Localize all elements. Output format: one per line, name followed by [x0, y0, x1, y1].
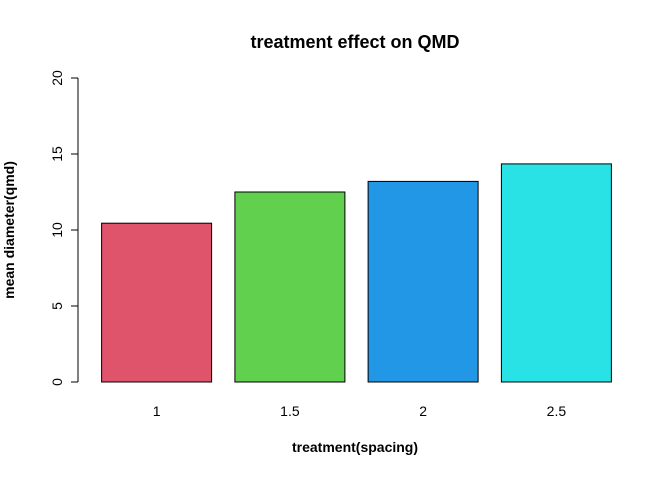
x-axis-ticks: 1 1.5 2 2.5: [153, 403, 567, 419]
y-tick-label: 20: [49, 70, 65, 86]
y-axis-label: mean diameter(qmd): [1, 161, 17, 299]
bar-2: [367, 180, 479, 383]
bar-1: [101, 222, 213, 383]
y-tick-label: 5: [49, 302, 65, 310]
x-axis-label: treatment(spacing): [292, 439, 418, 455]
y-tick-label: 10: [49, 222, 65, 238]
x-tick-label: 2: [419, 403, 427, 419]
x-tick-label: 1.5: [280, 403, 300, 419]
chart-title: treatment effect on QMD: [250, 32, 459, 52]
bars-group: [101, 163, 612, 383]
x-tick-label: 1: [153, 403, 161, 419]
bar-1.5: [234, 191, 346, 383]
x-tick-label: 2.5: [547, 403, 567, 419]
y-axis: 0 5 10 15 20: [49, 70, 79, 386]
y-tick-label: 15: [49, 146, 65, 162]
y-tick-label: 0: [49, 378, 65, 386]
bar-2.5: [500, 163, 612, 383]
